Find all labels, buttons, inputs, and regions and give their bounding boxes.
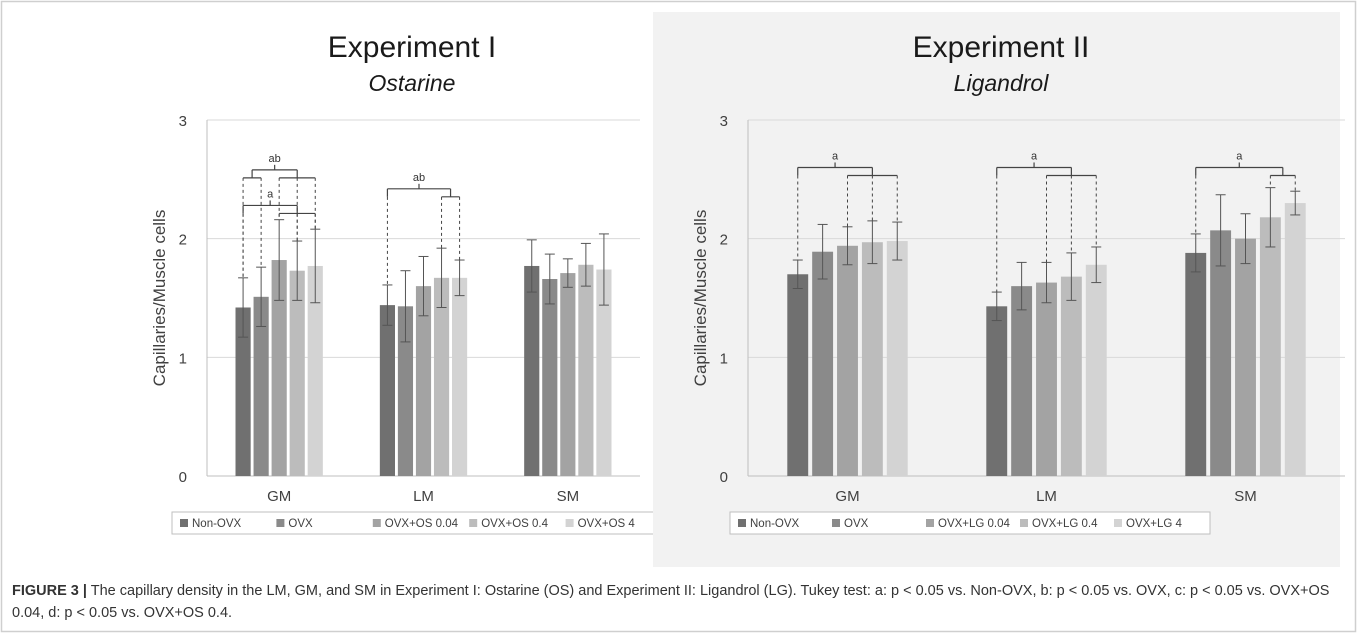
y-tick-label: 2 — [179, 232, 187, 249]
legend-swatch — [372, 519, 381, 527]
significance-bracket — [996, 162, 1097, 293]
figure-caption: FIGURE 3 | The capillary density in the … — [12, 580, 1342, 624]
panel-background — [12, 12, 647, 567]
legend-entry: OVX+LG 4 — [1126, 518, 1183, 530]
y-tick-label: 0 — [720, 469, 728, 486]
legend-swatch — [1114, 519, 1122, 527]
bar — [542, 279, 558, 476]
legend-box — [729, 511, 1211, 535]
bar — [1085, 264, 1107, 476]
y-tick-label: 0 — [179, 469, 187, 486]
legend-entry: OVX+LG 0.04 — [938, 518, 1011, 530]
x-tick-label: SM — [557, 488, 580, 505]
legend-entry: OVX+OS 4 — [578, 518, 636, 530]
chart-title: Experiment II — [913, 31, 1090, 64]
chart-subtitle: Ostarine — [369, 70, 456, 96]
significance-label: ab — [413, 172, 425, 184]
bar — [986, 306, 1008, 476]
bar — [524, 265, 540, 476]
legend-entry: OVX — [288, 518, 313, 530]
legend-swatch — [738, 519, 746, 527]
bar — [1185, 252, 1207, 476]
significance-bracket — [242, 200, 316, 278]
legend-entry: Non-OVX — [750, 518, 800, 530]
significance-label: a — [267, 188, 274, 200]
bar — [307, 265, 323, 476]
x-tick-label: LM — [413, 488, 434, 505]
legend-swatch — [926, 519, 934, 527]
legend-swatch — [1020, 519, 1028, 527]
significance-label: a — [1236, 150, 1243, 162]
x-tick-label: GM — [267, 488, 291, 505]
bar — [1036, 282, 1057, 476]
chart-subtitle: Ligandrol — [954, 70, 1050, 96]
bar — [1011, 286, 1033, 476]
bar — [1235, 238, 1256, 476]
bar — [578, 264, 594, 476]
bar — [289, 270, 305, 476]
y-tick-label: 3 — [179, 113, 187, 130]
bar — [861, 242, 883, 476]
bar — [1210, 230, 1232, 476]
bar — [886, 241, 908, 476]
bar — [379, 305, 395, 476]
significance-label: a — [1031, 150, 1038, 162]
bar — [1259, 217, 1281, 476]
bar — [253, 296, 269, 476]
y-tick-label: 1 — [720, 350, 728, 367]
legend-swatch — [565, 519, 574, 527]
legend-swatch — [276, 519, 285, 527]
legend-swatch — [832, 519, 840, 527]
legend-swatch — [469, 519, 478, 527]
bar — [812, 251, 834, 476]
x-tick-label: SM — [1234, 488, 1257, 505]
chart-panel-1: Experiment I Ostarine 0 1 2 3 Capillaries/Musc… — [12, 12, 665, 567]
legend-entry: OVX — [844, 518, 869, 530]
chart-panel-2: Experiment II Ligandrol 0 1 2 3 Capillaries/Mu… — [653, 12, 1345, 567]
bar — [415, 286, 432, 476]
caption-text: The capillary density in the LM, GM, and… — [12, 583, 1330, 621]
significance-label: ab — [269, 153, 281, 165]
bar — [596, 269, 612, 476]
legend-entry: OVX+OS 0.4 — [481, 518, 548, 530]
legend-entry: OVX+OS 0.04 — [385, 518, 459, 530]
y-tick-label: 1 — [179, 350, 187, 367]
legend-entry: OVX+LG 0.4 — [1032, 518, 1098, 530]
bar — [1284, 203, 1306, 477]
bar — [433, 277, 450, 476]
y-tick-label: 2 — [720, 232, 728, 249]
bar — [787, 274, 809, 476]
caption-label: FIGURE 3 | — [12, 583, 87, 599]
y-axis-label: Capillaries/Muscle cells — [150, 210, 169, 387]
significance-bracket — [1195, 162, 1296, 234]
legend-entry: Non-OVX — [192, 518, 242, 530]
bar — [235, 307, 251, 476]
significance-bracket — [386, 183, 461, 285]
significance-bracket — [797, 162, 898, 261]
bar — [837, 245, 858, 476]
y-axis-label: Capillaries/Muscle cells — [691, 210, 710, 387]
chart-title: Experiment I — [328, 31, 496, 64]
legend-swatch — [180, 519, 188, 527]
bar — [1060, 276, 1082, 476]
x-tick-label: LM — [1036, 488, 1057, 505]
bar — [397, 306, 414, 476]
y-tick-label: 3 — [720, 113, 728, 130]
x-tick-label: GM — [835, 488, 859, 505]
bar — [271, 260, 287, 476]
bar — [560, 273, 576, 476]
significance-label: a — [832, 150, 839, 162]
bar — [452, 277, 468, 476]
